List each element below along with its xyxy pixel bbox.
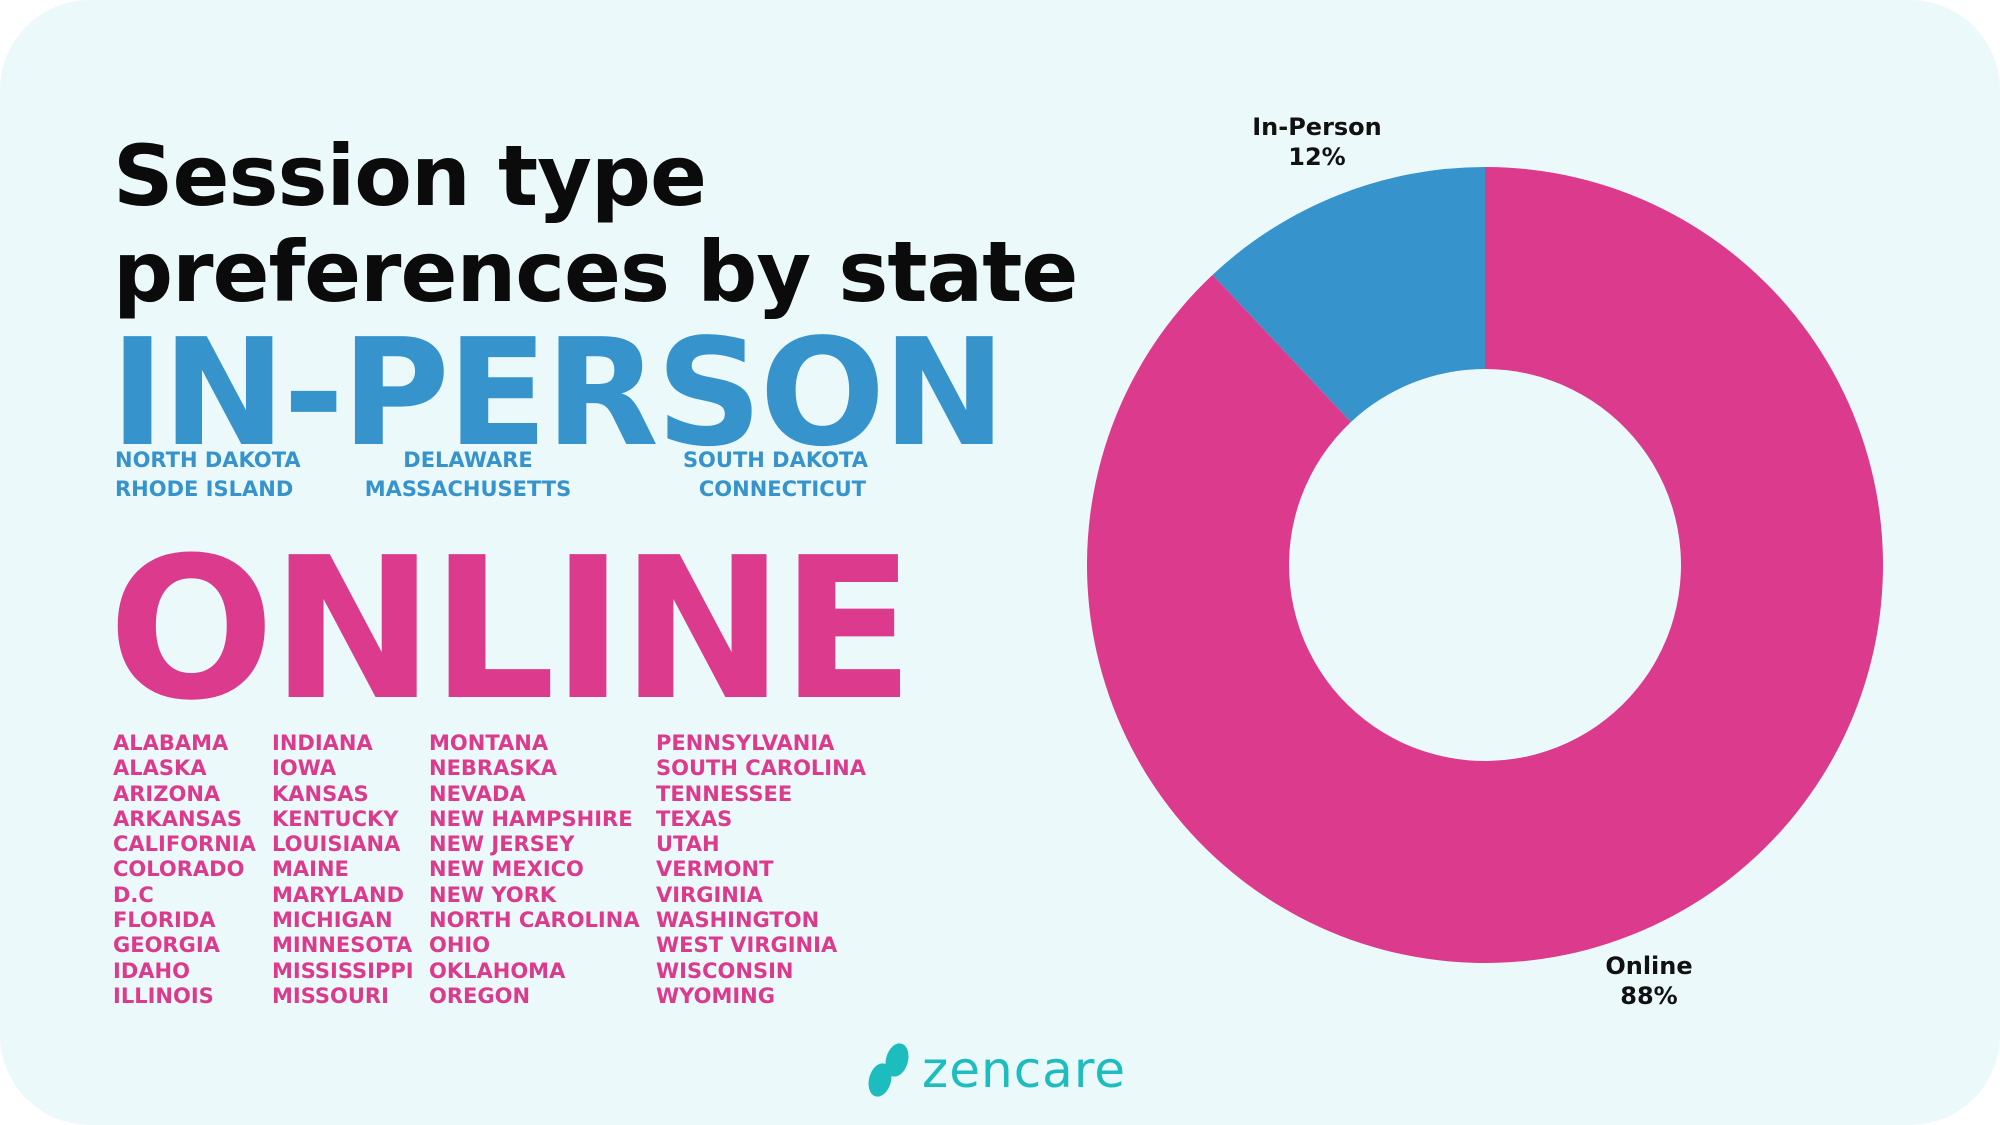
online-state: MICHIGAN <box>272 908 393 933</box>
online-state: MAINE <box>272 857 349 882</box>
online-state-column: ALABAMA ALASKA ARIZONA ARKANSAS CALIFORNIA CO… <box>113 731 256 1009</box>
online-state-column: INDIANA IOWA KANSAS KENTUCKY LOUISIANA MAINE M… <box>272 731 414 1009</box>
online-state: MISSOURI <box>272 983 389 1008</box>
slice-online <box>1087 167 1883 963</box>
online-state: NORTH CAROLINA <box>429 908 640 933</box>
online-state-column: MONTANA NEBRASKA NEVADA NEW HAMPSHIRE NEW JE… <box>429 731 640 1009</box>
in-person-state: RHODE ISLAND <box>115 477 294 501</box>
logo-text: zencare <box>922 1041 1127 1099</box>
online-state: MINNESOTA <box>272 933 413 958</box>
online-state: VERMONT <box>656 857 774 882</box>
in-person-state: CONNECTICUT <box>698 477 866 501</box>
online-state: OKLAHOMA <box>429 958 566 983</box>
online-state: TENNESSEE <box>656 781 793 806</box>
title-line: preferences by state <box>113 223 1078 321</box>
in-person-state: MASSACHUSETTS <box>364 477 572 501</box>
online-state: IOWA <box>272 756 337 781</box>
zencare-leaf-icon <box>868 1043 909 1097</box>
online-state: INDIANA <box>272 731 373 755</box>
online-state: UTAH <box>656 832 720 857</box>
online-state: NEW HAMPSHIRE <box>429 806 633 831</box>
online-state: SOUTH CAROLINA <box>656 756 866 781</box>
value-label: 12% <box>1288 143 1346 171</box>
online-state-column: PENNSYLVANIA SOUTH CAROLINA TENNESSEE TEXAS… <box>656 731 866 1009</box>
online-state: FLORIDA <box>113 908 216 933</box>
online-state: MARYLAND <box>272 882 405 907</box>
online-state: ALABAMA <box>113 731 229 755</box>
online-state: OREGON <box>429 983 531 1008</box>
value-label: 88% <box>1620 982 1678 1010</box>
online-state: WYOMING <box>656 983 775 1008</box>
online-heading: ONLINE <box>108 516 914 744</box>
in-person-heading: IN-PERSON <box>110 307 1006 479</box>
online-state: ARIZONA <box>113 781 221 806</box>
online-state: KENTUCKY <box>272 806 399 831</box>
online-state: WEST VIRGINIA <box>656 933 838 958</box>
zencare-logo: zencare <box>866 1040 1126 1100</box>
slice-in-person <box>1212 167 1485 423</box>
online-state: KANSAS <box>272 781 369 806</box>
online-state: ILLINOIS <box>113 983 214 1008</box>
online-state: WISCONSIN <box>656 958 794 983</box>
online-state: CALIFORNIA <box>113 832 256 857</box>
online-state: D.C <box>113 882 154 907</box>
online-state: NEBRASKA <box>429 756 557 781</box>
online-state: ARKANSAS <box>113 806 243 831</box>
online-state: NEW JERSEY <box>429 832 575 857</box>
label-online: Online 88% <box>1549 951 1749 1011</box>
online-state: IDAHO <box>113 958 190 983</box>
label-in-person: In-Person 12% <box>1217 112 1417 172</box>
online-state: OHIO <box>429 933 491 958</box>
online-state: MISSISSIPPI <box>272 958 414 983</box>
online-state: MONTANA <box>429 731 549 755</box>
online-state: NEW MEXICO <box>429 857 584 882</box>
online-state: VIRGINIA <box>656 882 763 907</box>
page-title: Session type preferences by state <box>113 127 1078 321</box>
online-state: COLORADO <box>113 857 245 882</box>
in-person-state: NORTH DAKOTA <box>115 448 301 472</box>
online-state: WASHINGTON <box>656 908 820 933</box>
category-label: Online <box>1605 952 1693 980</box>
online-state: GEORGIA <box>113 933 220 958</box>
online-state: NEVADA <box>429 781 526 806</box>
in-person-state: DELAWARE <box>403 448 533 472</box>
category-label: In-Person <box>1252 113 1382 141</box>
in-person-state: SOUTH DAKOTA <box>682 448 868 472</box>
online-state: PENNSYLVANIA <box>656 731 835 755</box>
online-state: TEXAS <box>656 806 733 831</box>
online-state: LOUISIANA <box>272 832 401 857</box>
online-state: NEW YORK <box>429 882 557 907</box>
online-state: ALASKA <box>113 756 207 781</box>
title-line: Session type <box>113 127 707 225</box>
